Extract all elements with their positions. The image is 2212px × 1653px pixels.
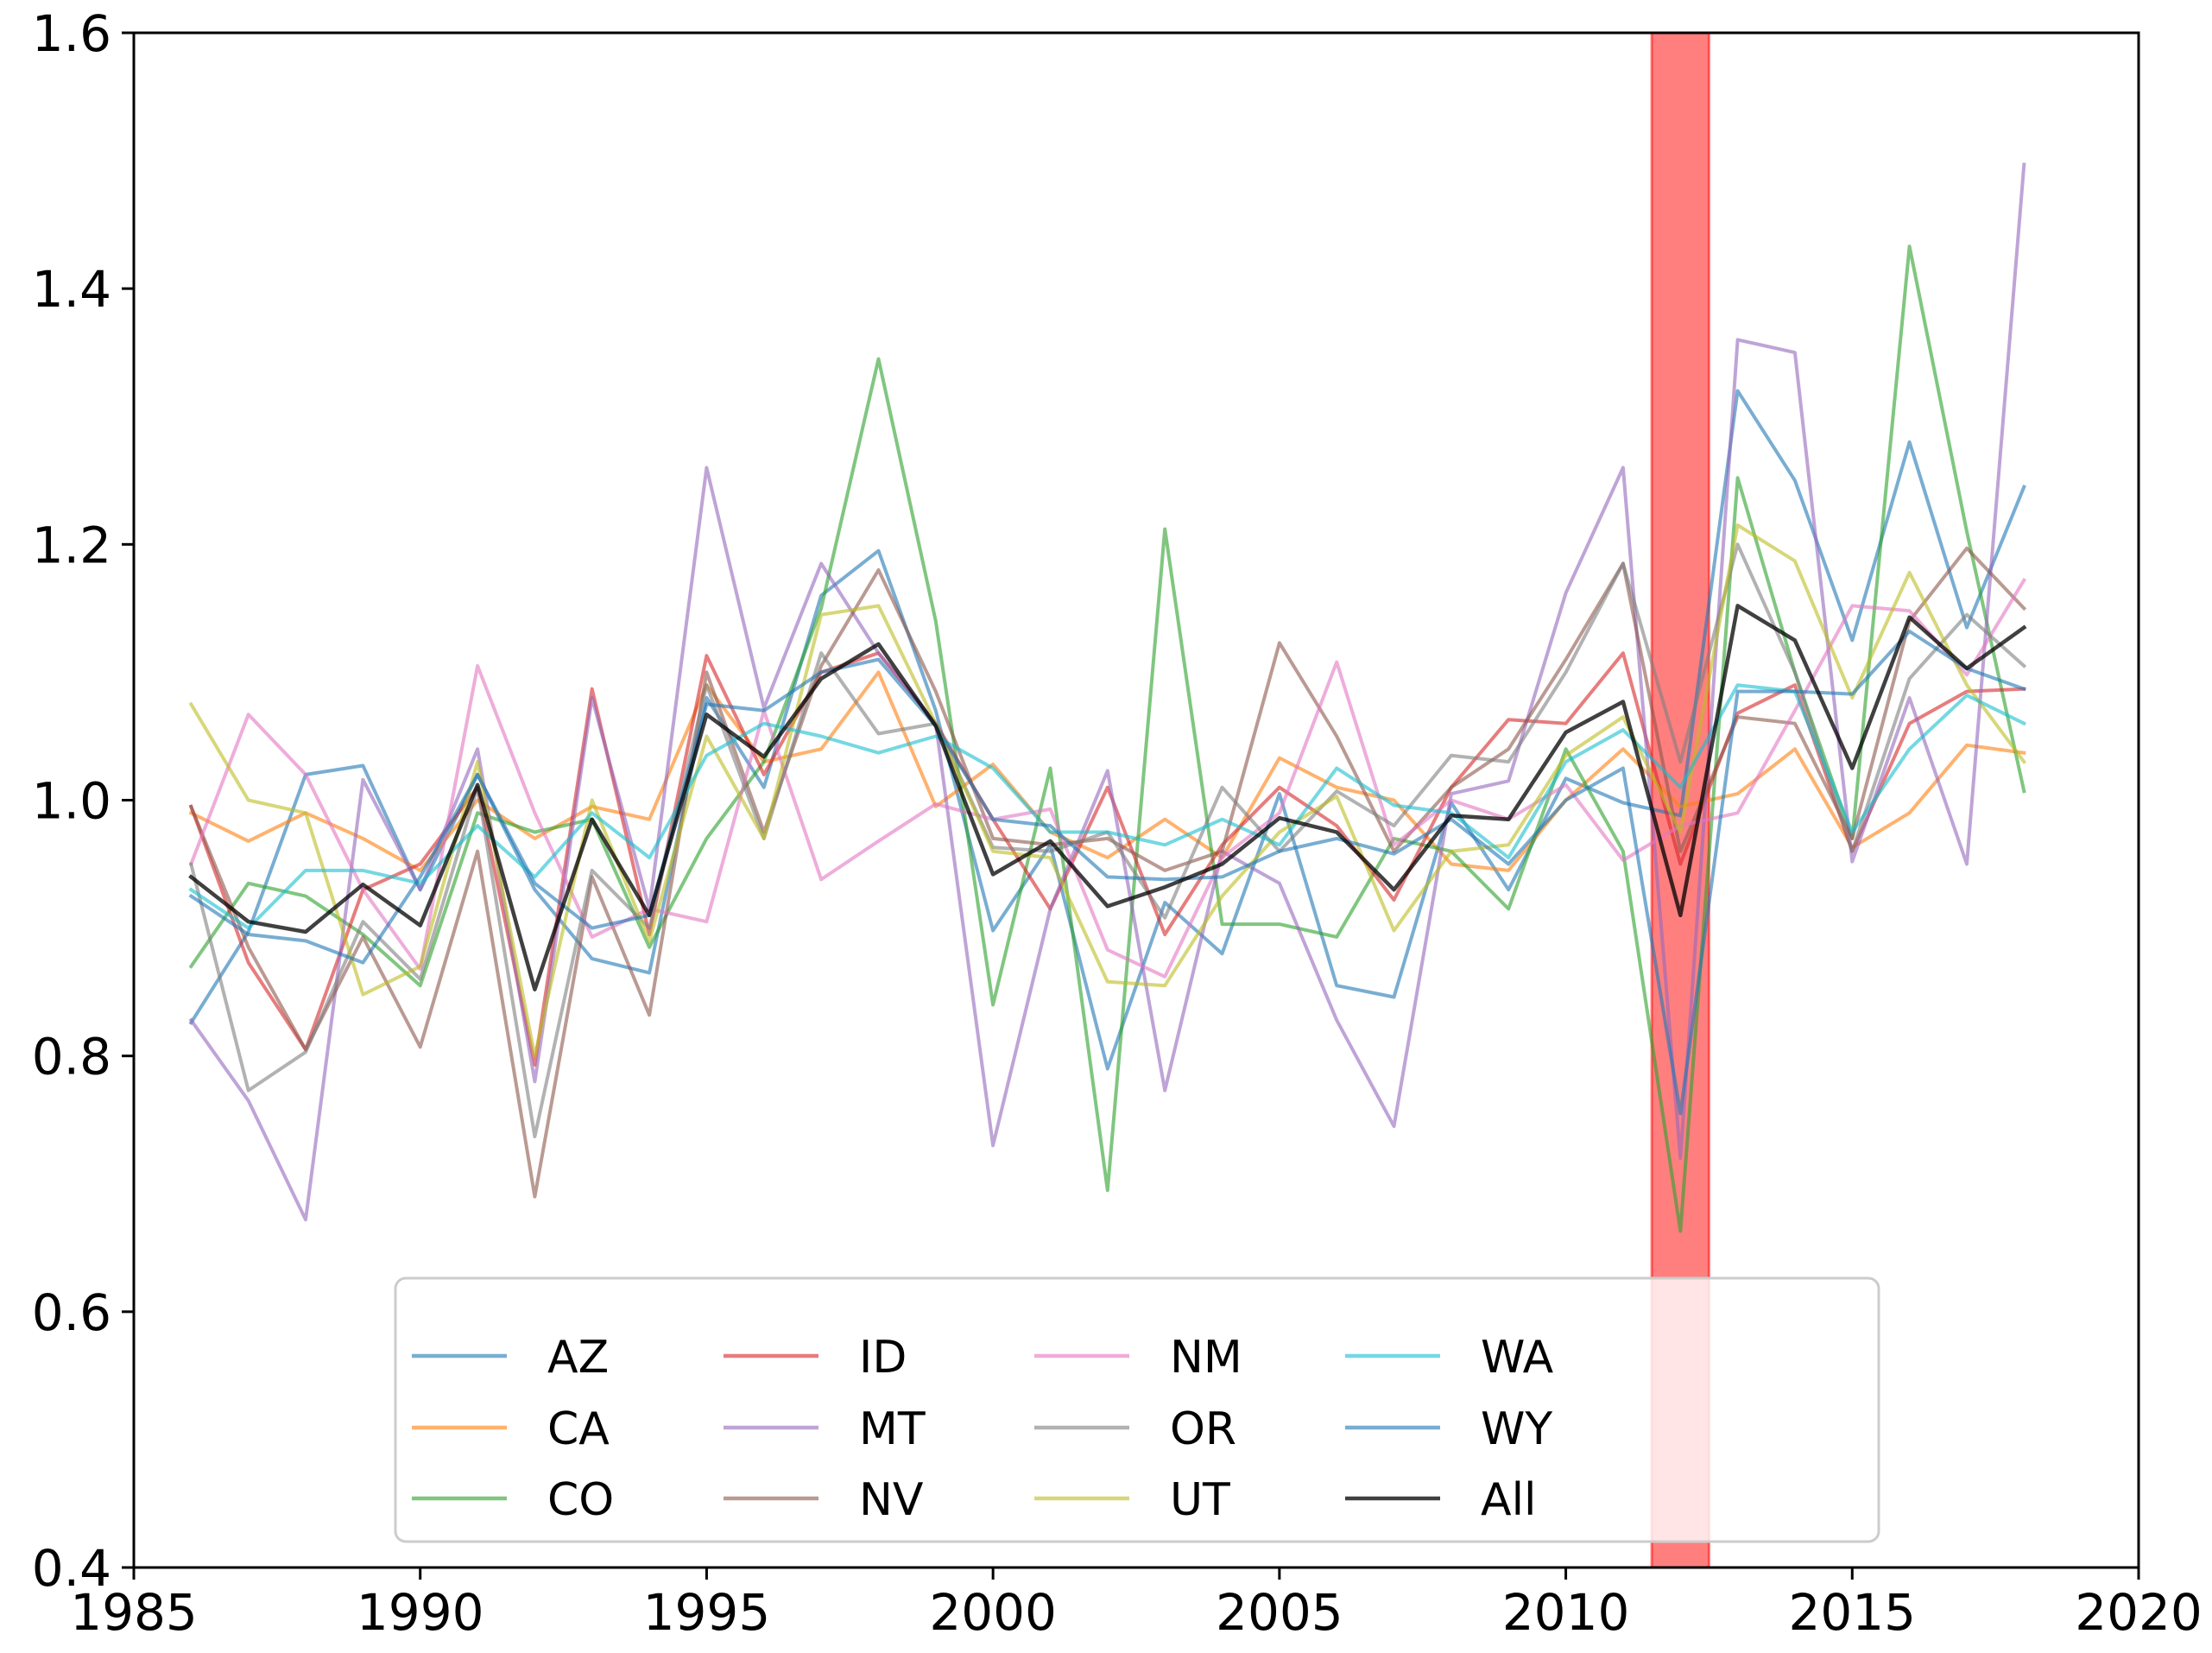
legend-label-all: All: [1481, 1474, 1536, 1526]
y-tick-label: 0.6: [32, 1283, 111, 1342]
y-tick-label: 1.6: [32, 4, 111, 63]
legend-label-ca: CA: [547, 1403, 610, 1455]
x-tick-label: 1985: [70, 1583, 198, 1642]
y-tick-label: 1.2: [32, 516, 111, 574]
y-tick-label: 0.8: [32, 1028, 111, 1086]
y-tick-label: 1.4: [32, 260, 111, 319]
series-line-wy: [188, 630, 2026, 1116]
series-line-nv: [188, 546, 2027, 1199]
series-line-nm: [188, 578, 2027, 978]
y-axis-ticks: 0.4 0.6 0.8 1.0 1.2 1.4 1.6: [32, 4, 134, 1598]
x-axis-ticks: 1985 1990 1995 2000 2005 2010 2015 2020: [70, 1568, 2203, 1642]
legend-label-wa: WA: [1481, 1332, 1554, 1384]
y-tick-label: 0.4: [32, 1539, 111, 1598]
legend-label-nm: NM: [1170, 1332, 1242, 1384]
legend-label-az: AZ: [547, 1332, 609, 1384]
x-tick-label: 1990: [357, 1583, 484, 1642]
legend: AZ CA CO ID MT NV NM OR UT WA WY All: [394, 1276, 1880, 1543]
x-tick-label: 2005: [1216, 1583, 1343, 1642]
legend-label-id: ID: [859, 1332, 907, 1384]
legend-label-ut: UT: [1170, 1474, 1230, 1526]
series-line-all: [188, 604, 2027, 991]
legend-label-wy: WY: [1481, 1403, 1552, 1455]
x-tick-label: 2020: [2075, 1583, 2203, 1642]
legend-label-co: CO: [547, 1474, 614, 1526]
series-line-co: [188, 244, 2026, 1233]
legend-box: [394, 1276, 1880, 1543]
y-tick-label: 1.0: [32, 772, 111, 831]
x-tick-label: 2010: [1502, 1583, 1630, 1642]
x-tick-label: 1995: [643, 1583, 771, 1642]
x-tick-label: 2015: [1788, 1583, 1916, 1642]
legend-label-mt: MT: [859, 1403, 926, 1455]
legend-label-or: OR: [1170, 1403, 1236, 1455]
legend-label-nv: NV: [859, 1474, 924, 1526]
series-layer: [188, 162, 2027, 1233]
x-tick-label: 2000: [929, 1583, 1057, 1642]
